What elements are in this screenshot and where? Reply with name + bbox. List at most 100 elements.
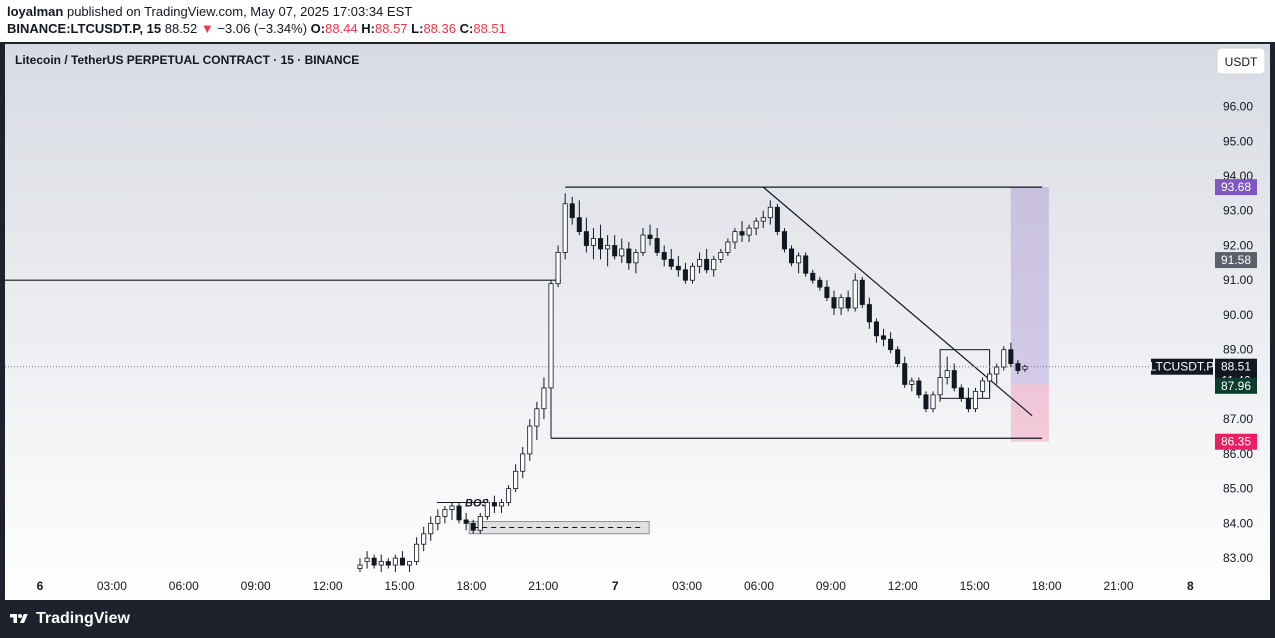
candle	[682, 262, 688, 284]
candle-body	[583, 231, 589, 246]
x-tick-label: 15:00	[384, 579, 414, 593]
candle-body	[590, 238, 596, 246]
candle	[385, 558, 391, 569]
low-value: 88.36	[423, 21, 456, 36]
candle	[697, 252, 703, 274]
y-tick-label: 91.00	[1223, 273, 1253, 287]
candle	[774, 203, 780, 236]
tradingview-logo[interactable]: TradingView	[8, 610, 130, 628]
candle	[477, 512, 483, 534]
candle-body	[675, 265, 681, 271]
open-value: 88.44	[325, 21, 358, 36]
candle-body	[668, 258, 674, 267]
x-tick-label: 18:00	[1032, 579, 1062, 593]
candle	[718, 248, 724, 263]
candle	[392, 554, 398, 572]
candle-body	[520, 453, 526, 472]
candle-body	[470, 522, 476, 531]
candle-body	[633, 252, 639, 264]
candle	[484, 499, 490, 520]
candle	[527, 419, 533, 461]
candle-body	[965, 397, 971, 410]
candle-body	[506, 488, 512, 503]
level-price-tag: 91.58	[1215, 252, 1257, 269]
candle-body	[357, 564, 363, 569]
x-tick-label: 8	[1187, 579, 1194, 593]
plot-area[interactable]: BOS	[5, 186, 1200, 572]
bos-label: BOS	[465, 498, 490, 510]
candle	[980, 377, 986, 399]
candle-body	[449, 505, 455, 510]
candle	[590, 228, 596, 260]
candle	[548, 280, 554, 392]
candle	[605, 235, 611, 267]
target-price-tag-text: 86.35	[1221, 435, 1251, 449]
candle	[923, 391, 929, 413]
candle	[972, 387, 979, 413]
candle-body	[406, 561, 413, 566]
candle-body	[923, 394, 929, 410]
candle	[520, 446, 526, 479]
stop-price-tag: 87.96	[1215, 377, 1257, 394]
publish-text: published on TradingView.com, May 07, 20…	[63, 4, 413, 19]
candle	[675, 255, 681, 277]
entry-price-tag-text: 93.68	[1221, 180, 1251, 194]
candle	[406, 561, 413, 572]
price-chart[interactable]: BOS 96.0095.0094.0093.0092.0091.0090.008…	[5, 44, 1270, 600]
candle	[612, 235, 618, 260]
candle-body	[414, 543, 420, 562]
candle-body	[796, 255, 802, 264]
candle	[421, 526, 427, 552]
candle-body	[1022, 366, 1028, 370]
candle	[491, 495, 497, 513]
candle-body	[810, 272, 816, 281]
x-tick-label: 06:00	[169, 579, 199, 593]
candle-body	[958, 387, 964, 399]
candle-body	[463, 519, 469, 524]
candle	[1008, 342, 1014, 368]
candle	[711, 255, 717, 277]
footer: TradingView	[0, 601, 1275, 638]
y-tick-label: 86.00	[1223, 447, 1253, 461]
candle-body	[562, 203, 568, 253]
candle-body	[555, 252, 561, 285]
currency-button[interactable]: USDT	[1216, 47, 1266, 75]
chart-frame[interactable]: BOS 96.00 95.00 94.00 93.00 92.00 91.00 90.00 8…	[5, 44, 1270, 600]
candle	[619, 238, 625, 263]
candle	[838, 294, 844, 315]
candle-body	[428, 522, 434, 535]
candle	[845, 290, 851, 312]
candle	[357, 558, 363, 572]
candle-body	[569, 203, 575, 219]
candle	[378, 554, 384, 572]
candle-body	[916, 380, 922, 396]
candle	[428, 516, 434, 541]
candle-body	[371, 557, 377, 566]
chart-background	[5, 44, 1270, 600]
candle-body	[647, 234, 653, 239]
author-name[interactable]: loyalman	[7, 4, 64, 19]
target-price-tag: 86.35	[1215, 433, 1257, 450]
symbol-tag-text: LTCUSDT.P	[1150, 360, 1214, 374]
candle-body	[435, 516, 441, 524]
candle-body	[534, 408, 540, 427]
candle-body	[718, 252, 724, 260]
x-tick-label: 03:00	[672, 579, 702, 593]
candle	[704, 248, 710, 274]
candle	[951, 363, 957, 392]
y-tick-label: 83.00	[1223, 551, 1253, 565]
candle	[661, 245, 667, 267]
candle	[916, 377, 922, 399]
y-tick-label: 85.00	[1223, 482, 1253, 496]
candle-body	[392, 557, 398, 566]
price-axis[interactable]: 96.0095.0094.0093.0092.0091.0090.0089.00…	[1223, 100, 1253, 566]
candle-body	[980, 380, 986, 392]
candle	[859, 276, 865, 308]
y-tick-label: 90.00	[1223, 308, 1253, 322]
x-tick-label: 03:00	[97, 579, 127, 593]
candle	[562, 193, 568, 260]
candle	[668, 248, 674, 270]
candle	[810, 269, 816, 284]
candle-body	[456, 505, 462, 521]
time-axis[interactable]: 6 03:00 06:00 09:00 12:00 15:00 18:00 21:00 7 03:…	[37, 579, 1194, 593]
